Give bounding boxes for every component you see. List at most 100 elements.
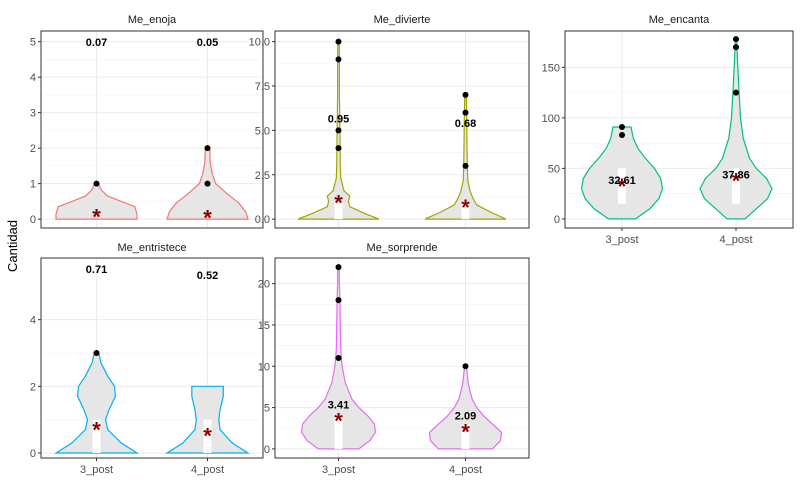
facet-panel-me-divierte: Me_divierte 0.0 2.5 5.0 7.5 10.0 * 0.95 * 0.68 — [249, 7, 530, 229]
y-tick-label: 2.5 — [255, 170, 270, 182]
mean-marker: * — [334, 409, 343, 434]
x-tick-label: 3_post — [322, 464, 355, 476]
x-tick-label: 3_post — [605, 234, 638, 246]
x-tick-label: 4_post — [191, 464, 224, 476]
y-tick-label: 10.0 — [249, 37, 270, 49]
mean-marker: * — [461, 420, 470, 445]
y-tick-label: 4 — [30, 72, 36, 84]
facet-title: Me_enoja — [128, 14, 177, 26]
y-tick-label: 0.0 — [255, 214, 270, 226]
y-tick-label: 0 — [554, 214, 560, 226]
x-tick-label: 4_post — [719, 234, 752, 246]
outlier-point — [335, 56, 342, 63]
outlier-point — [335, 145, 342, 152]
y-axis-title: Cantidad — [5, 220, 20, 272]
mean-value-label: 0.68 — [455, 118, 476, 130]
mean-marker: * — [732, 169, 741, 194]
facet-panel-me-enoja: Me_enoja 0 1 2 3 4 5 * 0.07 * 0.05 — [30, 7, 264, 230]
y-tick-label: 50 — [548, 163, 560, 175]
y-tick-label: 3 — [30, 108, 36, 120]
outlier-point — [462, 363, 469, 370]
outlier-point — [204, 180, 211, 187]
panel-border — [274, 257, 530, 459]
outlier-point — [733, 89, 739, 96]
outlier-point — [619, 123, 625, 130]
mean-marker: * — [203, 424, 212, 449]
violin-4_post — [164, 385, 251, 454]
mean-marker: * — [334, 190, 343, 215]
outlier-point — [335, 264, 342, 271]
outlier-point — [462, 91, 469, 98]
outlier-point — [335, 355, 342, 361]
mean-value-label: 0.07 — [86, 37, 107, 49]
y-tick-label: 4 — [30, 315, 36, 327]
mean-value-label: 0.71 — [86, 264, 107, 276]
outlier-point — [733, 44, 739, 51]
violin-inner-box — [618, 168, 626, 204]
mean-value-label: 37.86 — [722, 170, 750, 182]
facet-title: Me_sorprende — [367, 242, 438, 254]
y-tick-label: 10 — [258, 361, 270, 373]
outlier-point — [733, 36, 739, 43]
violin-inner-box — [203, 419, 212, 453]
facet-strip — [275, 7, 529, 31]
violin-inner-box — [92, 419, 101, 453]
panel-background — [41, 258, 263, 458]
x-tick-label: 3_post — [80, 464, 113, 476]
outlier-point — [462, 162, 469, 169]
facet-title: Me_entristece — [117, 242, 186, 254]
violin-inner-box — [334, 415, 343, 449]
panel-border — [564, 30, 794, 229]
x-tick-label: 4_post — [449, 464, 482, 476]
y-tick-label: 0 — [30, 448, 36, 460]
panel-border — [274, 30, 530, 229]
mean-marker: * — [618, 174, 627, 199]
panel-border — [40, 257, 264, 459]
mean-value-label: 0.95 — [328, 113, 349, 125]
y-tick-label: 5 — [264, 403, 270, 415]
mean-marker: * — [203, 205, 212, 230]
outlier-point — [335, 38, 342, 45]
facet-title: Me_divierte — [374, 14, 431, 26]
y-tick-label: 0 — [30, 214, 36, 226]
violin-inner-box — [732, 168, 740, 204]
mean-value-label: 32.61 — [608, 175, 636, 187]
y-tick-label: 150 — [542, 62, 560, 74]
outlier-point — [462, 109, 469, 116]
violin-inner-box — [461, 424, 470, 449]
y-tick-label: 5 — [30, 37, 36, 49]
mean-value-label: 0.05 — [197, 37, 218, 49]
outlier-point — [335, 127, 342, 134]
facet-title: Me_encanta — [649, 14, 710, 26]
facet-strip — [565, 7, 793, 31]
facet-strip — [41, 7, 263, 31]
facet-panel-me-entristece: Me_entristece 0 2 4 * 0.71 * 0.52 3_post 4_post — [30, 235, 264, 476]
panel-background — [275, 31, 529, 228]
y-tick-label: 15 — [258, 320, 270, 332]
mean-value-label: 3.41 — [328, 400, 349, 412]
y-tick-label: 5.0 — [255, 125, 270, 137]
y-tick-label: 7.5 — [255, 81, 270, 93]
y-tick-label: 100 — [542, 113, 560, 125]
outlier-point — [93, 350, 100, 356]
mean-marker: * — [92, 417, 101, 442]
facet-strip — [41, 235, 263, 258]
y-tick-label: 0 — [264, 444, 270, 456]
y-tick-label: 20 — [258, 279, 270, 291]
mean-value-label: 0.52 — [197, 270, 218, 282]
violin-inner-box — [461, 201, 470, 220]
violin-inner-box — [334, 201, 343, 220]
mean-marker: * — [461, 195, 470, 220]
y-tick-label: 2 — [30, 143, 36, 155]
outlier-point — [204, 145, 211, 152]
mean-marker: * — [92, 205, 101, 230]
panel-border — [40, 30, 264, 229]
outlier-point — [335, 297, 342, 304]
y-tick-label: 1 — [30, 179, 36, 191]
mean-value-label: 2.09 — [455, 411, 476, 423]
y-tick-label: 2 — [30, 381, 36, 393]
facet-strip — [275, 235, 529, 258]
